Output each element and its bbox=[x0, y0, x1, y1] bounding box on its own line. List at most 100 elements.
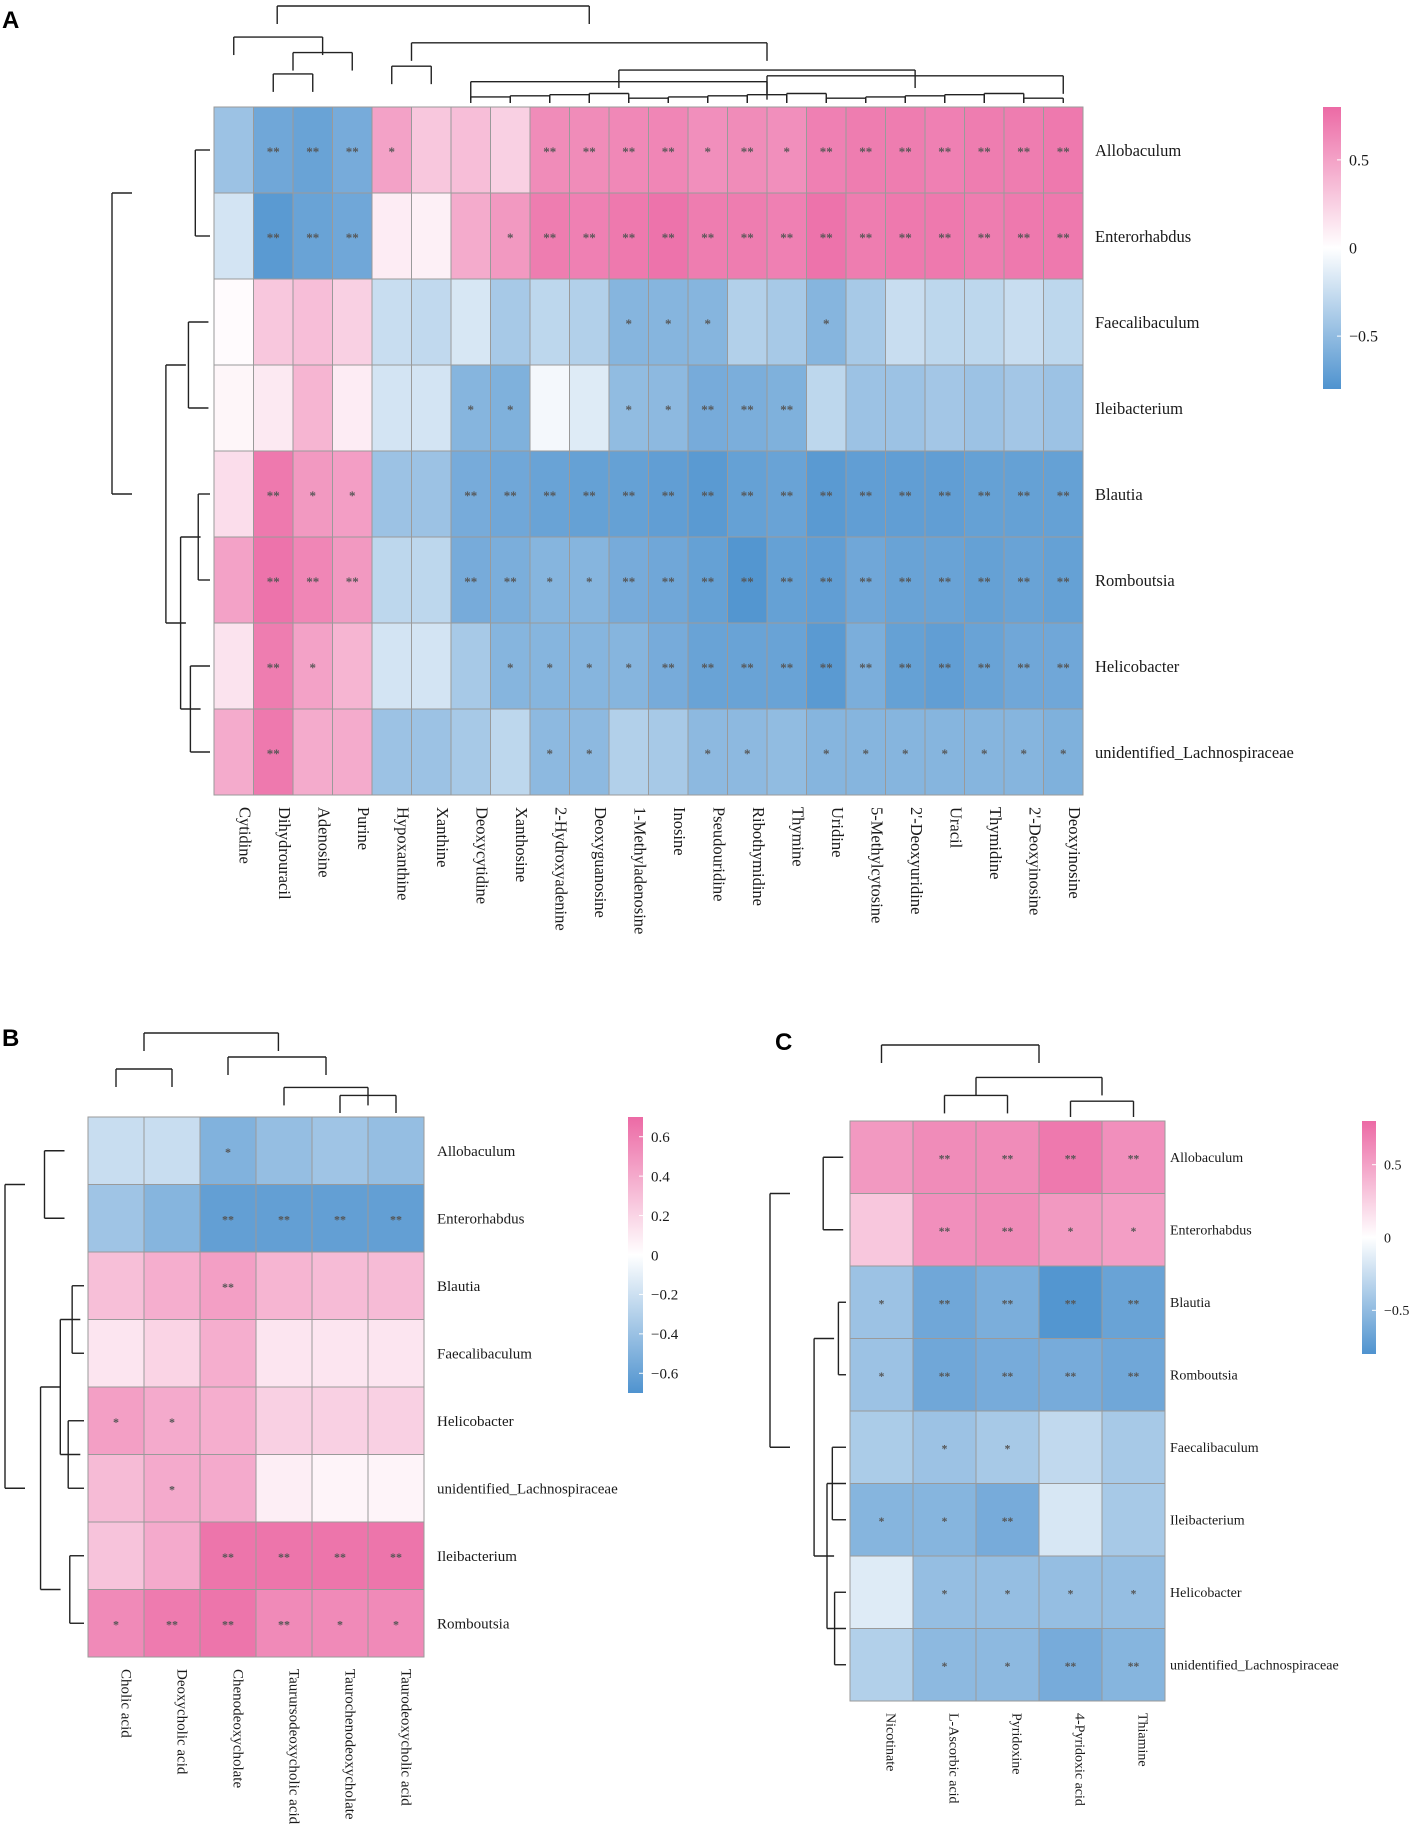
significance-mark: * bbox=[1021, 746, 1028, 761]
significance-mark: * bbox=[705, 316, 712, 331]
heatmap-cell bbox=[727, 450, 768, 538]
heatmap-cell bbox=[255, 1184, 313, 1253]
column-label: Uridine bbox=[828, 807, 847, 857]
color-scale-tick-label: −0.4 bbox=[651, 1327, 679, 1343]
significance-mark: * bbox=[547, 574, 554, 589]
heatmap-cell bbox=[687, 536, 728, 624]
heatmap-cell bbox=[845, 536, 886, 624]
heatmap-cell bbox=[687, 192, 728, 280]
row-label: Romboutsia bbox=[437, 1617, 510, 1633]
significance-mark: * bbox=[823, 316, 830, 331]
heatmap-cell bbox=[964, 192, 1005, 280]
heatmap-cell bbox=[450, 106, 491, 194]
heatmap-cell bbox=[311, 1184, 369, 1253]
significance-mark: ** bbox=[1128, 1661, 1140, 1673]
heatmap-cell bbox=[450, 192, 491, 280]
significance-mark: ** bbox=[1002, 1516, 1014, 1528]
significance-mark: ** bbox=[662, 144, 675, 159]
heatmap-cell bbox=[687, 708, 728, 796]
significance-mark: ** bbox=[583, 488, 596, 503]
row-label: unidentified_Lachnospiraceae bbox=[1095, 743, 1294, 762]
heatmap-cell bbox=[912, 1120, 977, 1194]
significance-mark: ** bbox=[464, 574, 477, 589]
significance-mark: ** bbox=[741, 574, 754, 589]
heatmap-cell bbox=[975, 1265, 1040, 1339]
heatmap-cell bbox=[87, 1319, 145, 1388]
heatmap-cell bbox=[213, 192, 254, 280]
heatmap-cell bbox=[1038, 1265, 1103, 1339]
heatmap-cell bbox=[213, 708, 254, 796]
significance-mark: ** bbox=[701, 230, 714, 245]
heatmap-cell bbox=[912, 1410, 977, 1484]
column-label: Pseudouridine bbox=[710, 807, 729, 901]
panel-b-heatmap: B*** ** ** ***** **** ** ** *** ** ** ** * *Allobacu… bbox=[2, 1025, 679, 1825]
heatmap-cell bbox=[766, 450, 807, 538]
row-label: Allobaculum bbox=[1095, 141, 1181, 160]
significance-mark: ** bbox=[662, 574, 675, 589]
heatmap-cell bbox=[1003, 708, 1044, 796]
significance-mark: * bbox=[1060, 746, 1067, 761]
heatmap-cell bbox=[411, 622, 452, 710]
heatmap-cell bbox=[1038, 1628, 1103, 1702]
heatmap-cell bbox=[1101, 1120, 1166, 1194]
heatmap-cell bbox=[143, 1116, 201, 1185]
heatmap-cell bbox=[411, 278, 452, 366]
significance-mark: ** bbox=[278, 1550, 290, 1564]
heatmap-cell bbox=[885, 364, 926, 452]
significance-mark: ** bbox=[622, 230, 635, 245]
significance-mark: * bbox=[626, 316, 633, 331]
significance-mark: * bbox=[665, 316, 672, 331]
significance-mark: ** bbox=[780, 230, 793, 245]
heatmap-cell bbox=[213, 450, 254, 538]
column-label: Chenodeoxycholate bbox=[229, 1669, 245, 1788]
heatmap-cell bbox=[1101, 1628, 1166, 1702]
significance-mark: * bbox=[879, 1516, 885, 1528]
heatmap-cell bbox=[806, 536, 847, 624]
heatmap-cell bbox=[87, 1116, 145, 1185]
heatmap-cell bbox=[332, 192, 373, 280]
color-scale-bar bbox=[628, 1117, 643, 1393]
significance-mark: ** bbox=[820, 660, 833, 675]
color-scale-tick-label: 0 bbox=[1384, 1231, 1391, 1246]
heatmap-cell bbox=[849, 1555, 914, 1629]
heatmap-cell bbox=[1038, 1410, 1103, 1484]
significance-mark: * bbox=[169, 1483, 175, 1497]
row-label: Allobaculum bbox=[1170, 1151, 1243, 1166]
significance-mark: * bbox=[113, 1618, 119, 1632]
heatmap-cell bbox=[924, 192, 965, 280]
heatmap-cell bbox=[529, 106, 570, 194]
heatmap-cell bbox=[727, 536, 768, 624]
significance-mark: ** bbox=[278, 1213, 290, 1227]
significance-mark: ** bbox=[741, 488, 754, 503]
significance-mark: ** bbox=[390, 1550, 402, 1564]
significance-mark: ** bbox=[899, 574, 912, 589]
heatmap-cell bbox=[964, 278, 1005, 366]
significance-mark: ** bbox=[334, 1550, 346, 1564]
row-label: Ileibacterium bbox=[437, 1549, 517, 1565]
significance-mark: ** bbox=[859, 230, 872, 245]
significance-mark: ** bbox=[938, 660, 951, 675]
heatmap-cell bbox=[1043, 450, 1084, 538]
heatmap-cell bbox=[1101, 1483, 1166, 1557]
heatmap-cell bbox=[806, 278, 847, 366]
panel-a-heatmap: A** ** ** * ** ** ** ** * ** * ** ** ** ** ** ** **** ** **… bbox=[2, 5, 1378, 934]
heatmap-cell bbox=[975, 1628, 1040, 1702]
color-scale-tick-label: 0 bbox=[1349, 241, 1357, 258]
heatmap-cell bbox=[292, 364, 333, 452]
heatmap-cell bbox=[143, 1454, 201, 1523]
column-label: Deoxycytidine bbox=[473, 807, 492, 904]
heatmap-cell bbox=[912, 1483, 977, 1557]
heatmap-cell bbox=[143, 1589, 201, 1658]
column-label: Purine bbox=[354, 807, 373, 850]
significance-mark: * bbox=[586, 660, 593, 675]
significance-mark: ** bbox=[859, 574, 872, 589]
heatmap-cell bbox=[1003, 450, 1044, 538]
significance-mark: ** bbox=[978, 574, 991, 589]
heatmap-cell bbox=[975, 1193, 1040, 1267]
significance-mark: * bbox=[547, 660, 554, 675]
significance-mark: ** bbox=[222, 1280, 234, 1294]
color-scale-tick-label: 0 bbox=[651, 1248, 659, 1264]
heatmap-cell bbox=[143, 1521, 201, 1590]
heatmap-cell bbox=[964, 364, 1005, 452]
column-label: 2-Hydroxyadenine bbox=[552, 807, 571, 931]
